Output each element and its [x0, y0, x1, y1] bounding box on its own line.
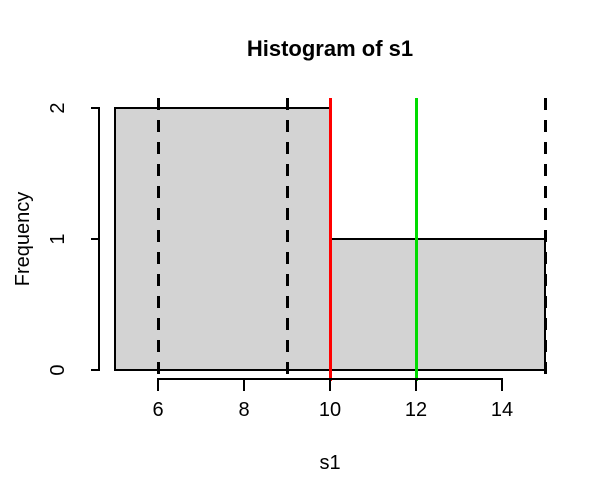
- x-tick-label: 12: [404, 399, 428, 421]
- x-axis-tick: [157, 378, 159, 391]
- x-tick-label: 14: [490, 399, 514, 421]
- histogram-bar: [114, 107, 331, 371]
- dashed-line-at-9: [285, 98, 289, 381]
- x-axis-tick: [501, 378, 503, 391]
- y-axis-tick: [91, 238, 100, 240]
- y-axis-tick: [91, 107, 100, 109]
- histogram-bar: [329, 238, 546, 371]
- x-tick-label: 8: [238, 399, 250, 421]
- chart-title: Histogram of s1: [246, 36, 414, 61]
- x-axis-tick: [329, 378, 331, 391]
- y-axis-tick: [91, 369, 100, 371]
- x-axis-label: s1: [319, 452, 341, 474]
- dashed-line-at-15: [543, 98, 547, 381]
- dashed-line-at-6: [156, 98, 160, 381]
- y-tick-label: 0: [47, 364, 69, 376]
- x-axis-tick: [243, 378, 245, 391]
- green-line-at-12: [414, 98, 418, 381]
- x-tick-label: 6: [152, 399, 164, 421]
- x-tick-label: 10: [318, 399, 342, 421]
- y-tick-label: 1: [47, 233, 69, 245]
- red-line-at-10: [328, 98, 332, 381]
- y-tick-label: 2: [47, 102, 69, 114]
- x-axis-tick: [415, 378, 417, 391]
